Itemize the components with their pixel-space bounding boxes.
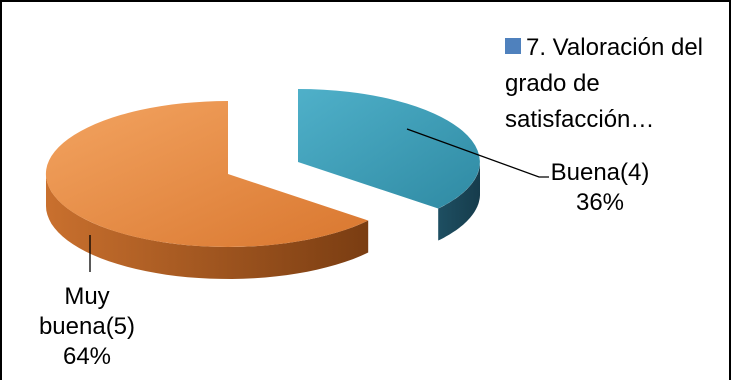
pie-slice-side-muy-buena	[46, 174, 369, 279]
legend-text: 7. Valoración del grado de satisfacción…	[505, 34, 703, 133]
pie-slice-buena	[298, 89, 480, 209]
data-label-buena: Buena(4) 36%	[550, 159, 650, 216]
legend-swatch	[505, 38, 521, 54]
pie-slice-side-buena	[438, 162, 480, 241]
data-label-muy-buena: Muy buena(5) 64%	[38, 283, 136, 370]
leader-line-buena	[406, 128, 549, 178]
chart-legend: 7. Valoración del grado de satisfacción…	[505, 30, 720, 138]
pie-slice-muy-buena	[45, 101, 369, 247]
